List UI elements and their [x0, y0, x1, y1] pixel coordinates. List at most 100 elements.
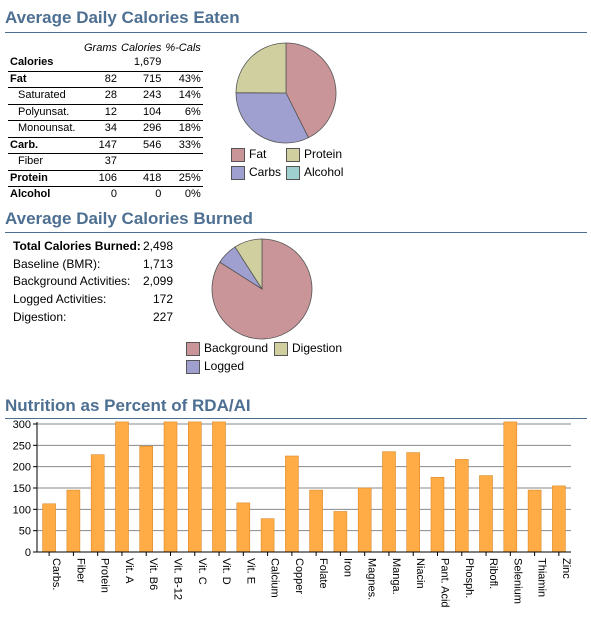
bar-copper	[285, 455, 299, 553]
cell-grams: 37	[82, 153, 119, 171]
legend-swatch	[186, 342, 200, 356]
x-tick-label: Ribofl.	[487, 558, 499, 589]
calories-eaten-table: Grams Calories %-Cals Calories 1,679 Fat 82…	[8, 40, 203, 203]
cell-calories: 1,679	[119, 55, 164, 72]
cell-calories: 104	[119, 104, 164, 121]
cell-label: Protein	[8, 170, 82, 187]
cell-grams: 82	[82, 71, 119, 88]
rda-title: Nutrition as Percent of RDA/AI	[5, 396, 251, 415]
x-tick-label: Copper	[293, 558, 305, 594]
x-tick-label: Phosph.	[463, 558, 475, 598]
x-tick-label: Zinc	[560, 558, 572, 579]
cell-label: Fat	[8, 71, 82, 88]
rda-rule	[5, 418, 587, 419]
bar-vit-e	[236, 502, 251, 553]
x-tick-label: Vit. B6	[147, 558, 159, 590]
legend-label: Protein	[304, 147, 343, 161]
bar-vit-c	[188, 421, 202, 553]
pie-slice-fat	[285, 42, 337, 139]
x-tick-label: Vit. A	[123, 558, 135, 584]
bar-selenium	[503, 421, 518, 553]
pie-slice-protein	[235, 42, 287, 94]
bar-iron	[333, 511, 348, 553]
table-row: Fat 82 715 43%	[8, 71, 203, 88]
cell-label: Fiber	[8, 153, 82, 171]
x-tick-label: Vit. E	[244, 558, 256, 584]
legend-swatch	[231, 148, 245, 162]
eaten-rule	[5, 32, 587, 33]
legend-label: Carbs	[249, 165, 282, 179]
legend-swatch	[186, 360, 200, 374]
table-row: Alcohol 0 0 0%	[8, 187, 203, 203]
cell-label: Alcohol	[10, 188, 51, 201]
cell-grams: 34	[82, 120, 119, 138]
pie-slice-carbs	[235, 92, 309, 144]
cell-calories: 243	[119, 87, 164, 105]
x-tick-label: Folate	[317, 558, 329, 589]
x-tick-label: Magnes.	[366, 558, 378, 600]
bar-phosph	[454, 459, 469, 553]
cell-pct: 0%	[184, 188, 201, 201]
x-tick-label: Fiber	[74, 558, 86, 583]
bar-magnes	[357, 487, 372, 553]
x-tick-label: Selenium	[511, 558, 523, 604]
cell-calories: 296	[119, 120, 164, 138]
bar-folate	[309, 489, 323, 553]
bar-calcium	[260, 518, 275, 553]
cell-pct: 18%	[163, 120, 203, 138]
x-tick-label: Pant. Acid	[439, 558, 451, 608]
legend-swatch	[286, 148, 300, 162]
table-row: Polyunsat. 12 104 6%	[8, 104, 203, 121]
cell-grams	[82, 55, 119, 72]
bar-vit-b-12	[163, 421, 178, 553]
burned-value: 2,498	[142, 239, 173, 253]
legend-swatch	[231, 166, 245, 180]
table-row: Protein 106 418 25%	[8, 170, 203, 187]
legend-label: Alcohol	[304, 165, 344, 179]
bar-niacin	[406, 452, 421, 553]
bar-thiamin	[527, 489, 542, 553]
cell-pct: 14%	[163, 87, 203, 105]
pie-slice-digestion	[234, 238, 263, 291]
bar-pant-acid	[430, 476, 445, 553]
cell-calories: 0	[155, 188, 162, 201]
x-tick-label: Iron	[341, 558, 353, 577]
legend-label: Digestion	[292, 341, 343, 355]
table-row: Monounsat. 34 296 18%	[8, 120, 203, 138]
legend-label: Logged	[204, 359, 245, 373]
x-tick-label: Manga.	[390, 558, 402, 595]
bar-carbs	[42, 503, 56, 553]
calories-burned-pie	[211, 238, 313, 340]
cell-pct: 25%	[163, 170, 203, 187]
cell-pct: 43%	[163, 71, 203, 88]
rda-bar-chart: 0 50 100 150 200 250 300 Carbs. Fiber Protein Vit.…	[13, 419, 572, 608]
cell-grams: 147	[82, 137, 119, 154]
cell-calories: 715	[119, 71, 164, 88]
cell-label: Polyunsat.	[8, 104, 82, 121]
y-tick-label: 100	[13, 504, 31, 516]
cell-pct: 6%	[163, 104, 203, 121]
x-tick-label: Vit. D	[220, 558, 232, 585]
col-header-pct: %-Cals	[165, 41, 201, 54]
burned-value: 227	[152, 309, 173, 324]
col-header-blank	[8, 40, 82, 55]
cell-grams: 12	[82, 104, 119, 121]
cell-grams: 28	[82, 87, 119, 105]
burned-label: Digestion:	[13, 309, 67, 324]
bar-vit-a	[115, 421, 129, 553]
burned-label: Background Activities:	[13, 274, 131, 289]
x-tick-label: Vit. B-12	[172, 558, 184, 600]
eaten-title: Average Daily Calories Eaten	[5, 8, 240, 27]
cell-grams: 0	[110, 188, 117, 201]
burned-label: Baseline (BMR):	[13, 256, 101, 271]
cell-grams: 106	[82, 170, 119, 187]
y-tick-label: 50	[19, 526, 31, 538]
bar-vit-d	[212, 421, 226, 553]
y-tick-label: 150	[13, 483, 31, 495]
burned-value: 2,099	[142, 274, 173, 289]
burned-label: Logged Activities:	[13, 292, 107, 307]
cell-label: Saturated	[8, 87, 82, 105]
bar-manga	[382, 451, 396, 553]
legend-swatch	[274, 342, 288, 356]
table-row: Carb. 147 546 33%	[8, 137, 203, 154]
